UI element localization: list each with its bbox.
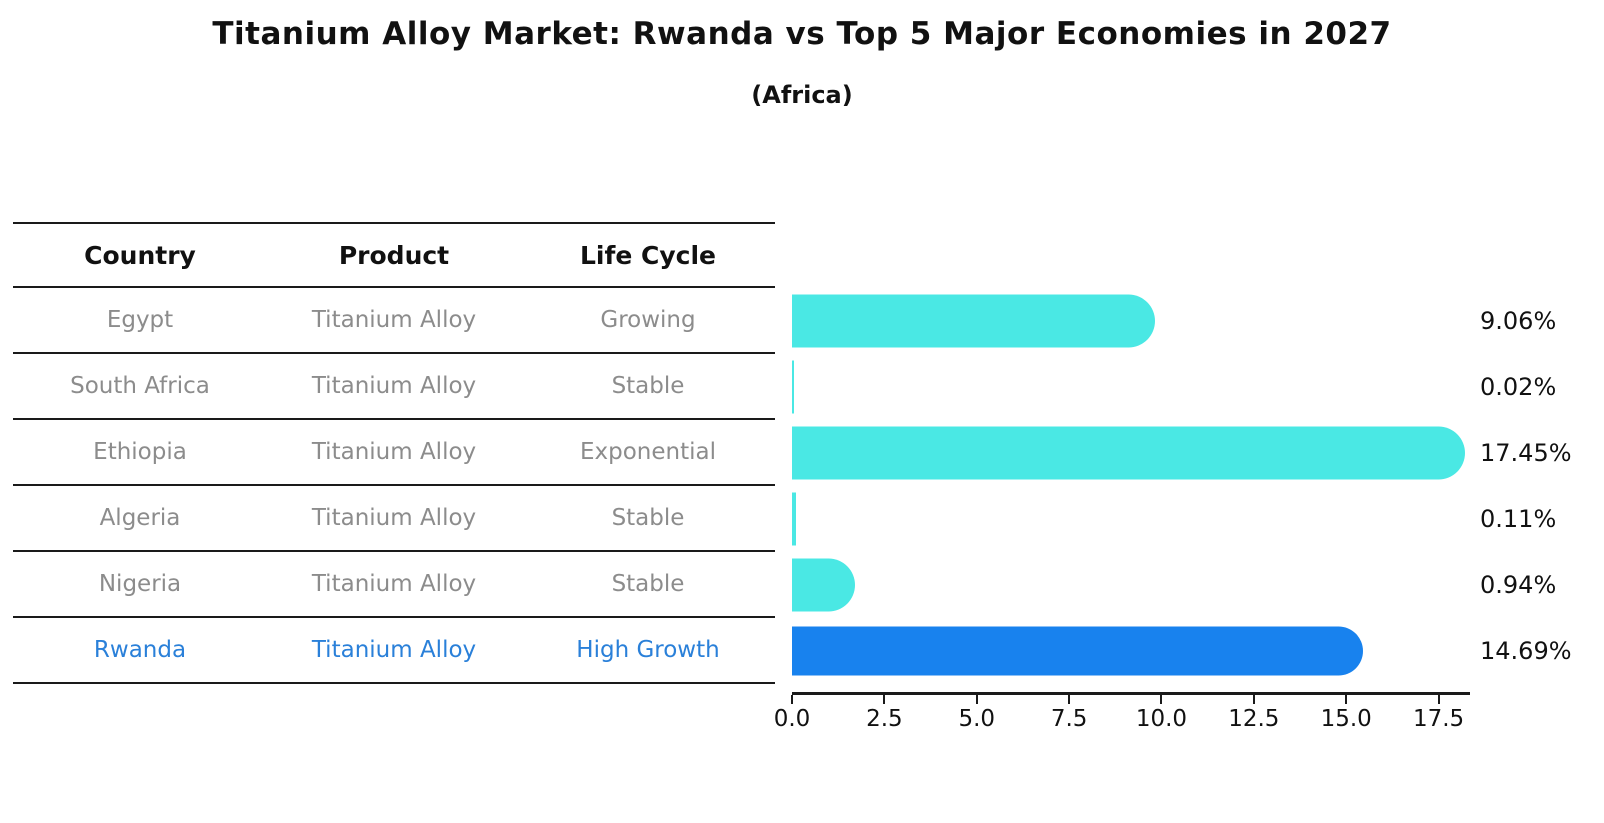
bar-rwanda-highlighted: [792, 626, 1363, 676]
cell-product: Titanium Alloy: [311, 307, 477, 333]
bar-row-ethiopia: 17.45%: [792, 420, 1604, 486]
chart-title: Titanium Alloy Market: Rwanda vs Top 5 M…: [212, 16, 1392, 52]
bar-row-egypt: 9.06%: [792, 288, 1604, 354]
bar-row-algeria: 0.11%: [792, 486, 1604, 552]
table-row-nigeria: Nigeria Titanium Alloy Stable: [13, 552, 775, 618]
cell-country: Nigeria: [98, 571, 182, 597]
value-label-ethiopia: 17.45%: [1480, 439, 1572, 467]
cell-lifecycle: High Growth: [576, 637, 720, 663]
bar-egypt: [792, 294, 1155, 348]
table-row-egypt: Egypt Titanium Alloy Growing: [13, 288, 775, 354]
tick-label: 15.0: [1320, 706, 1372, 732]
tick-mark: [1437, 694, 1440, 704]
value-label-rwanda: 14.69%: [1480, 637, 1572, 665]
bar-ethiopia: [792, 426, 1465, 480]
cell-product: Titanium Alloy: [311, 571, 477, 597]
value-label-algeria: 0.11%: [1480, 505, 1557, 533]
tick-mark: [1252, 694, 1255, 704]
tick-label: 7.5: [1050, 706, 1088, 732]
x-axis-line: [792, 692, 1470, 695]
cell-product: Titanium Alloy: [311, 439, 477, 465]
table-header-row: Country Product Life Cycle: [13, 222, 775, 288]
bar-south-africa: [792, 360, 794, 414]
bar-nigeria: [792, 558, 855, 612]
cell-country: Ethiopia: [93, 439, 187, 465]
value-label-nigeria: 0.94%: [1480, 571, 1557, 599]
cell-lifecycle: Stable: [611, 373, 685, 399]
tick-mark: [1160, 694, 1163, 704]
cell-country: Rwanda: [93, 637, 187, 663]
country-table: Country Product Life Cycle Egypt Titaniu…: [13, 222, 775, 684]
cell-lifecycle: Stable: [611, 571, 685, 597]
cell-lifecycle: Growing: [600, 307, 696, 333]
tick-mark: [975, 694, 978, 704]
bar-row-south-africa: 0.02%: [792, 354, 1604, 420]
tick-label: 2.5: [866, 706, 903, 732]
chart-subtitle: (Africa): [751, 81, 853, 109]
tick-mark: [883, 694, 886, 704]
table-row-rwanda: Rwanda Titanium Alloy High Growth: [13, 618, 775, 684]
cell-country: Algeria: [99, 505, 181, 531]
tick-label: 5.0: [958, 706, 996, 732]
tick-label: 10.0: [1135, 706, 1188, 732]
cell-product: Titanium Alloy: [311, 637, 477, 663]
col-header-product: Product: [338, 240, 450, 270]
table-row-ethiopia: Ethiopia Titanium Alloy Exponential: [13, 420, 775, 486]
tick-label: 12.5: [1228, 706, 1280, 732]
tick-mark: [791, 694, 793, 704]
table-row-south-africa: South Africa Titanium Alloy Stable: [13, 354, 775, 420]
cell-country: Egypt: [106, 307, 174, 333]
bar-row-nigeria: 0.94%: [792, 552, 1604, 618]
cell-product: Titanium Alloy: [311, 505, 477, 531]
x-axis: 0.0 2.5 5.0 7.5 10.0 12.5 15.0 17.5: [774, 692, 1470, 738]
tick-label: 0.0: [773, 706, 811, 732]
cell-lifecycle: Exponential: [579, 439, 716, 465]
bar-algeria: [792, 492, 797, 546]
bar-plot: 9.06% 0.02% 17.45% 0.11% 0.94% 14.69%: [792, 288, 1604, 684]
cell-lifecycle: Stable: [611, 505, 685, 531]
col-header-lifecycle: Life Cycle: [579, 240, 717, 270]
table-row-algeria: Algeria Titanium Alloy Stable: [13, 486, 775, 552]
cell-product: Titanium Alloy: [311, 373, 477, 399]
tick-mark: [1068, 694, 1071, 704]
value-label-south-africa: 0.02%: [1480, 373, 1557, 401]
tick-mark: [1345, 694, 1348, 704]
tick-label: 17.5: [1412, 706, 1465, 732]
bar-row-rwanda: 14.69%: [792, 618, 1604, 684]
col-header-country: Country: [84, 240, 196, 270]
value-label-egypt: 9.06%: [1480, 307, 1557, 335]
cell-country: South Africa: [70, 373, 210, 399]
